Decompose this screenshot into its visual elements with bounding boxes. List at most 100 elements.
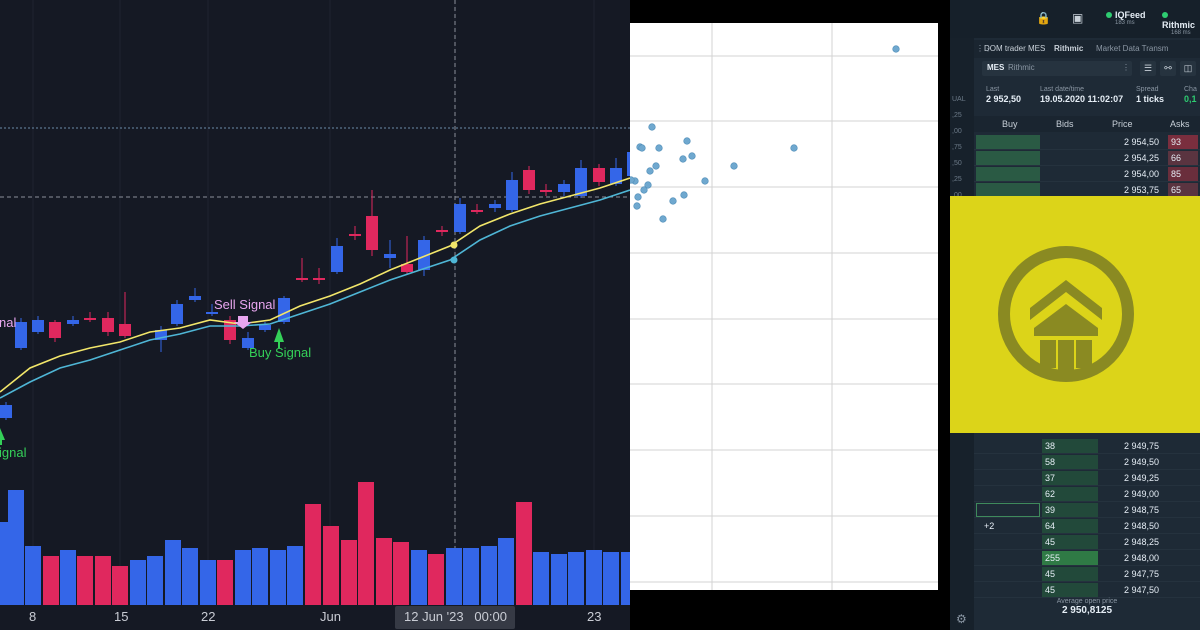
- bid-row[interactable]: 39 2 948,75: [974, 502, 1200, 518]
- buy-cell[interactable]: [976, 487, 1040, 501]
- bid-cell[interactable]: 38: [1042, 439, 1098, 453]
- candle: [454, 204, 466, 232]
- volume-bar: [305, 504, 321, 605]
- bid-cell[interactable]: 45: [1042, 535, 1098, 549]
- buy-signal-arrow-icon-partial: [0, 428, 5, 445]
- bid-row[interactable]: 45 2 947,75: [974, 566, 1200, 582]
- ask-row[interactable]: 2 954,00 85: [974, 166, 1200, 182]
- buy-cell[interactable]: [976, 135, 1040, 149]
- buy-cell[interactable]: [976, 567, 1040, 581]
- candle: [401, 264, 413, 272]
- volume-bar: [182, 548, 198, 605]
- volume-bar: [130, 560, 146, 605]
- feed-latency: 183 ms: [1115, 20, 1135, 26]
- candlestick-chart[interactable]: Sell Signal Buy Signal nal ignal 8 15 22…: [0, 0, 630, 630]
- bid-cell[interactable]: 64: [1042, 519, 1098, 533]
- volume-bar: [411, 550, 427, 605]
- bid-row[interactable]: 45 2 947,50: [974, 582, 1200, 598]
- bid-cell[interactable]: 255: [1042, 551, 1098, 565]
- more-vertical-icon[interactable]: ⋮: [1122, 63, 1130, 72]
- gear-icon[interactable]: ⚙: [956, 612, 967, 626]
- buy-cell[interactable]: [976, 551, 1040, 565]
- volume-bar: [43, 556, 59, 605]
- ask-cell[interactable]: 66: [1168, 151, 1198, 165]
- strip-label: ,25: [952, 112, 962, 119]
- link-icon[interactable]: ⚯: [1160, 61, 1176, 76]
- price-cell: 2 954,25: [1124, 153, 1160, 163]
- volume-bar: [463, 548, 479, 605]
- bid-cell[interactable]: 45: [1042, 567, 1098, 581]
- volume-bar: [376, 538, 392, 605]
- price-cell: 2 947,75: [1124, 569, 1160, 579]
- plot-area: [630, 23, 938, 590]
- candle: [32, 320, 44, 332]
- bid-row[interactable]: 58 2 949,50: [974, 454, 1200, 470]
- price-cell: 2 949,00: [1124, 489, 1160, 499]
- layout-icon[interactable]: ◫: [1180, 61, 1196, 76]
- buy-cell[interactable]: [976, 151, 1040, 165]
- bid-row[interactable]: 45 2 948,25: [974, 534, 1200, 550]
- column-header-asks: Asks: [1170, 119, 1190, 129]
- candle: [171, 304, 183, 324]
- sell-signal-label: Sell Signal: [214, 297, 276, 312]
- volume-bar: [551, 554, 567, 605]
- candle: [610, 168, 622, 184]
- scatter-plot: [630, 23, 938, 590]
- bid-row[interactable]: 37 2 949,25: [974, 470, 1200, 486]
- buy-cell[interactable]: [976, 183, 1040, 197]
- ask-row[interactable]: 2 954,50 93: [974, 134, 1200, 150]
- lock-icon[interactable]: 🔒: [1036, 11, 1051, 25]
- buy-cell[interactable]: [976, 471, 1040, 485]
- bid-cell[interactable]: 39: [1042, 503, 1098, 517]
- scatter-point: [655, 144, 663, 152]
- window-icon[interactable]: ▣: [1072, 11, 1084, 25]
- candlestick-chart-panel: Sell Signal Buy Signal nal ignal 8 15 22…: [0, 0, 630, 630]
- bid-cell[interactable]: 45: [1042, 583, 1098, 597]
- candle: [0, 405, 12, 418]
- volume-bar: [25, 546, 41, 605]
- feed-name: IQFeed: [1115, 10, 1146, 20]
- scatter-point: [688, 152, 696, 160]
- building-logo-icon: [998, 246, 1134, 382]
- ask-row[interactable]: 2 954,25 66: [974, 150, 1200, 166]
- volume-bar: [112, 566, 128, 605]
- bid-row[interactable]: 38 2 949,75: [974, 438, 1200, 454]
- volume-bar: [341, 540, 357, 605]
- buy-signal-label: Buy Signal: [249, 345, 311, 360]
- ask-cell[interactable]: 93: [1168, 135, 1198, 149]
- buy-signal-arrow-icon: [274, 328, 284, 348]
- buy-cell[interactable]: [976, 439, 1040, 453]
- scatter-point: [648, 123, 656, 131]
- buy-cell[interactable]: +2: [984, 521, 995, 531]
- bid-cell[interactable]: 37: [1042, 471, 1098, 485]
- feed-status-rithmic[interactable]: Rithmic 168 ms: [1162, 10, 1200, 36]
- buy-cell[interactable]: [976, 583, 1040, 597]
- scatter-point: [790, 144, 798, 152]
- settings-sliders-icon[interactable]: ☰: [1140, 61, 1156, 76]
- bid-row[interactable]: 255 2 948,00: [974, 550, 1200, 566]
- buy-cell[interactable]: [976, 167, 1040, 181]
- buy-cell[interactable]: [976, 503, 1040, 517]
- candle: [206, 312, 218, 314]
- ask-cell[interactable]: 85: [1168, 167, 1198, 181]
- candle: [366, 216, 378, 250]
- time-tick: 22: [201, 609, 215, 624]
- moving-average-slow: [0, 189, 630, 399]
- average-open-price: Average open price 2 950,8125: [974, 598, 1200, 616]
- symbol-selector[interactable]: MES Rithmic ⋮: [982, 61, 1132, 76]
- volume-bar: [235, 550, 251, 605]
- candle: [278, 298, 290, 322]
- drag-handle-icon[interactable]: ⋮⋮: [976, 44, 992, 53]
- bid-row[interactable]: 62 2 949,00: [974, 486, 1200, 502]
- price-cell: 2 949,75: [1124, 441, 1160, 451]
- column-header-buy[interactable]: Buy: [1002, 119, 1018, 129]
- bid-row[interactable]: +2 64 2 948,50: [974, 518, 1200, 534]
- bid-cell[interactable]: 58: [1042, 455, 1098, 469]
- ask-cell[interactable]: 65: [1168, 183, 1198, 197]
- buy-cell[interactable]: [976, 535, 1040, 549]
- price-cell: 2 949,50: [1124, 457, 1160, 467]
- bid-cell[interactable]: 62: [1042, 487, 1098, 501]
- buy-cell[interactable]: [976, 455, 1040, 469]
- crosshair-time-label: 12 Jun '23 00:00: [404, 609, 507, 624]
- feed-status-iqfeed[interactable]: IQFeed 183 ms: [1106, 10, 1146, 26]
